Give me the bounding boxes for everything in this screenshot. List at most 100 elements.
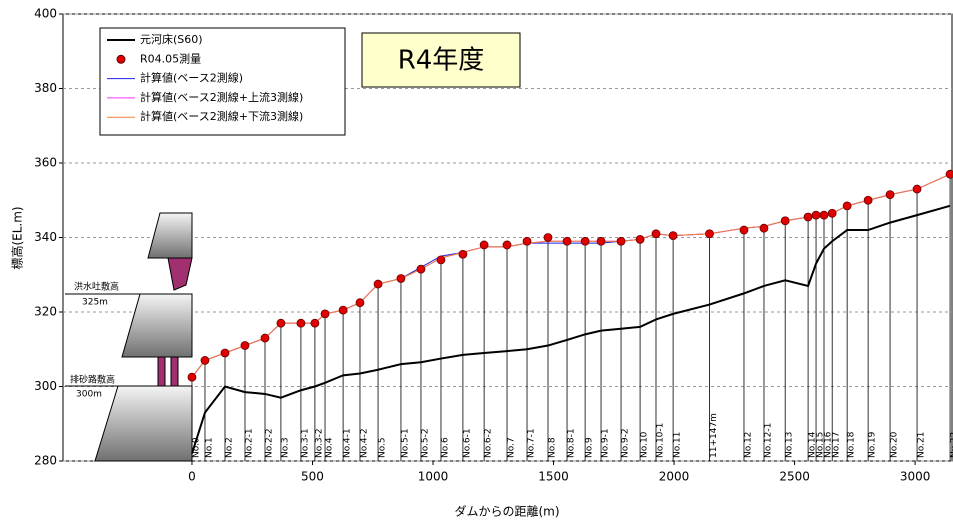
station-label: No.22	[950, 432, 953, 458]
station-label: No.9-2	[621, 428, 631, 458]
annotation: 300m	[76, 390, 102, 400]
station-label: No.7-1	[527, 428, 537, 458]
data-point	[596, 236, 606, 246]
y-tick-label: 360	[34, 156, 57, 170]
data-point	[276, 318, 286, 328]
annotation: 325m	[82, 298, 108, 308]
data-point	[543, 233, 553, 242]
data-point	[396, 274, 406, 283]
station-label: No.19	[868, 431, 878, 458]
annotation: 排砂路敷高	[70, 374, 115, 386]
data-point	[200, 356, 210, 365]
station-label: No.12	[743, 432, 753, 458]
station-label: No.6-2	[484, 428, 494, 458]
legend-label: 計算値(ベース2測線)	[140, 71, 243, 85]
x-tick-label: 1000	[418, 470, 449, 484]
data-point	[580, 236, 590, 246]
annotation: 洪水吐敷高	[74, 281, 119, 293]
legend	[99, 27, 346, 136]
x-tick-label: 500	[301, 470, 324, 484]
station-label: No.3-2	[314, 428, 324, 458]
data-point	[522, 236, 532, 246]
station-label: No.10-1	[655, 423, 665, 458]
data-point	[803, 212, 813, 222]
x-tick-label: 2000	[659, 470, 690, 484]
station-label: No.20	[890, 431, 900, 458]
x-axis-title: ダムからの距離(m)	[454, 504, 559, 519]
title-box	[361, 32, 521, 88]
data-point	[863, 195, 873, 205]
series-line	[191, 204, 951, 454]
data-point	[320, 309, 330, 319]
station-label: No.6	[440, 437, 450, 458]
data-point	[436, 255, 446, 265]
station-label: No.15	[816, 432, 826, 458]
station-label: No.8-1	[567, 428, 577, 458]
data-point	[885, 190, 895, 200]
y-tick-label: 400	[34, 7, 57, 21]
station-label: No.12-1	[763, 423, 773, 458]
data-point	[635, 234, 645, 244]
data-point	[705, 229, 714, 239]
data-point	[355, 298, 365, 308]
station-label: No.2	[224, 437, 234, 458]
station-label: No.4	[325, 437, 335, 458]
station-label: No.11	[673, 432, 683, 458]
data-point	[296, 318, 306, 328]
station-label: No.8	[547, 437, 557, 458]
y-tick-label: 380	[34, 81, 57, 95]
y-axis-title: 標高(EL.m)	[10, 206, 25, 269]
station-label: No.2-2	[265, 428, 275, 458]
station-label: No.5-2	[420, 428, 430, 458]
data-point	[945, 169, 953, 179]
station-label: No.3	[280, 437, 290, 458]
y-tick-label: 320	[34, 305, 57, 319]
station-label: No.9	[585, 437, 595, 458]
station-label: No.21	[917, 432, 927, 458]
data-point	[310, 318, 320, 328]
legend-label: 計算値(ベース2測線+上流3測線)	[140, 90, 303, 104]
data-point	[759, 223, 769, 233]
legend-label: R04.05測量	[140, 51, 201, 65]
data-point	[338, 305, 348, 315]
station-label: No.2-1	[244, 428, 254, 458]
y-tick-label: 300	[34, 379, 57, 393]
data-point	[780, 216, 790, 226]
data-point	[220, 348, 230, 358]
data-point	[842, 201, 852, 211]
y-tick-label: 280	[34, 454, 57, 468]
legend-label: 元河床(S60)	[140, 32, 203, 46]
station-label: No.3-1	[300, 428, 310, 458]
data-point	[912, 184, 922, 194]
data-point	[479, 240, 489, 250]
data-point	[260, 333, 270, 343]
station-label: No.14	[808, 431, 818, 458]
data-point	[562, 236, 572, 246]
x-tick-label: 2500	[779, 470, 810, 484]
station-label: No.7	[507, 437, 517, 458]
station-label: No.13	[785, 432, 795, 458]
station-label: No.10	[640, 431, 650, 458]
station-label: No.5	[378, 437, 388, 458]
data-point	[811, 210, 821, 220]
x-tick-label: 1500	[538, 470, 569, 484]
station-label: No.1	[204, 437, 214, 458]
data-point	[739, 225, 749, 235]
station-label: No.0	[191, 437, 201, 458]
data-point	[373, 279, 383, 289]
x-tick-label: 3000	[900, 470, 931, 484]
data-point	[240, 341, 250, 350]
station-label: No.5-1	[400, 428, 410, 458]
data-point	[827, 208, 837, 218]
chart-title: R4年度	[398, 46, 485, 76]
station-label: No.9-1	[601, 428, 611, 458]
station-label: No.16	[824, 431, 834, 458]
station-label: No.4-1	[343, 428, 353, 458]
data-point	[651, 229, 661, 239]
data-point	[616, 236, 626, 246]
x-tick-label: 0	[188, 470, 196, 484]
data-point	[668, 231, 678, 241]
station-label: No.17	[832, 432, 842, 458]
station-label: 11+147m	[709, 413, 719, 458]
